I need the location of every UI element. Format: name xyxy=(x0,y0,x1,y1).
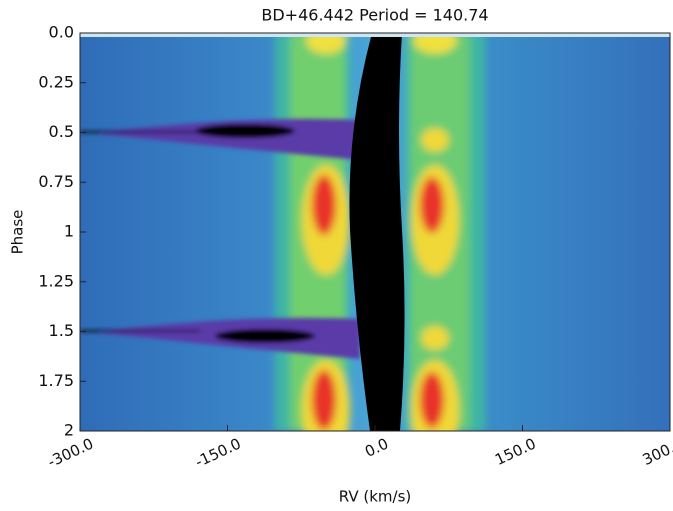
y-tick-label: 1.75 xyxy=(38,371,74,390)
spectrum-image xyxy=(80,33,670,431)
y-tick-label: 0.25 xyxy=(38,72,74,91)
x-tick-label: 0.0 xyxy=(362,434,391,460)
y-tick-label: 0.75 xyxy=(38,172,74,191)
y-tick-label: 1 xyxy=(64,222,74,241)
x-tick-label: 300.0 xyxy=(640,434,673,468)
x-tick-label: -150.0 xyxy=(192,434,243,471)
y-tick-label: 0.5 xyxy=(49,122,74,141)
x-axis-label: RV (km/s) xyxy=(339,488,412,506)
y-tick-label: 2 xyxy=(64,421,74,440)
y-axis-label: Phase xyxy=(9,210,27,255)
y-tick-label: 1.25 xyxy=(38,271,74,290)
x-tick-label: -300.0 xyxy=(45,434,96,471)
y-tick-label: 0.0 xyxy=(49,23,74,42)
y-tick-label: 1.5 xyxy=(49,321,74,340)
x-tick-label: 150.0 xyxy=(492,434,539,468)
chart-title: BD+46.442 Period = 140.74 xyxy=(261,6,488,25)
